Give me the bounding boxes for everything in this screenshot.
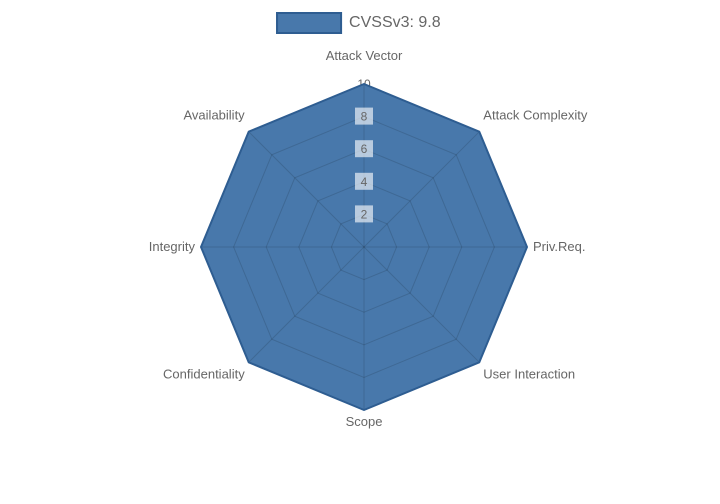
grid-ring [233, 116, 495, 378]
radial-tick-label: 4 [361, 175, 368, 189]
axis-label-priv-req: Priv.Req. [533, 239, 586, 254]
axis-label-attack-vector: Attack Vector [326, 48, 403, 63]
grid-ring [298, 181, 430, 313]
axis-label-integrity: Integrity [149, 239, 196, 254]
radial-tick-label: 2 [361, 207, 368, 221]
axis-label-attack-complexity: Attack Complexity [483, 108, 588, 123]
radial-tick-label: 6 [361, 142, 368, 156]
radial-tick-backdrop [355, 107, 373, 125]
grid-spoke [363, 246, 480, 363]
grid-ring [265, 148, 463, 346]
axis-label-availability: Availability [184, 108, 246, 123]
grid-spoke [248, 246, 365, 363]
cvss-score-polygon [201, 84, 527, 410]
grid-spoke [248, 131, 365, 248]
axis-label-user-interaction: User Interaction [483, 366, 575, 381]
radial-tick-backdrop [355, 205, 373, 223]
legend-color-swatch [276, 12, 343, 34]
axis-label-confidentiality: Confidentiality [163, 366, 245, 381]
radial-tick-backdrop [355, 140, 373, 158]
grid-spoke [363, 131, 480, 248]
grid-ring [330, 213, 398, 281]
legend-label: CVSSv3: 9.8 [349, 14, 441, 31]
cvss-score-polygon-border [200, 83, 528, 411]
radial-tick-label: 8 [361, 110, 368, 124]
radial-tick-backdrop [355, 172, 373, 190]
legend-item-cvssv3[interactable]: CVSSv3: 9.8 [276, 12, 441, 34]
axis-label-scope: Scope [346, 414, 383, 429]
